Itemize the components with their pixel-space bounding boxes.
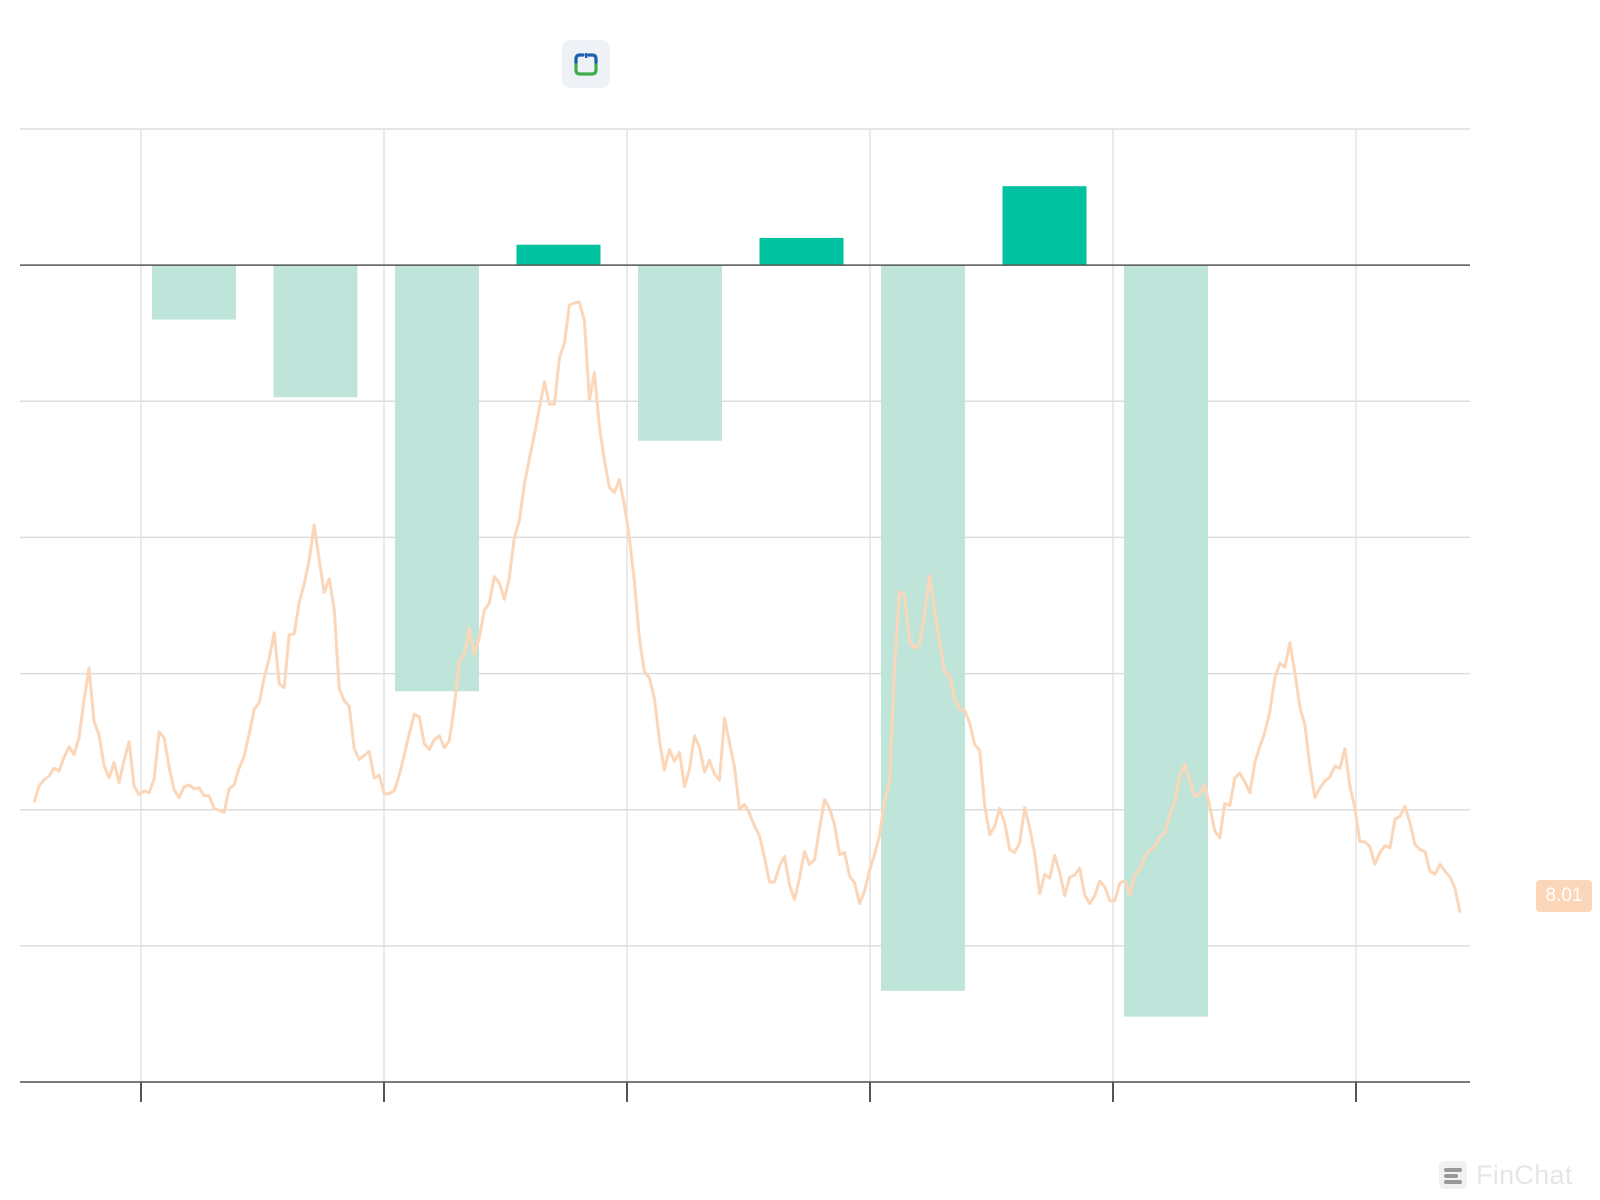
bar [1124,265,1208,1017]
bar-series [152,186,1208,1017]
finchat-watermark: FinChat [1438,1155,1573,1195]
x-axis-ticks [140,1082,1357,1102]
bar [395,265,479,692]
watermark-text: FinChat [1476,1159,1573,1190]
company-logo-tile [562,40,610,88]
gridlines [20,128,1470,1083]
bar [759,237,844,266]
bar [516,244,601,266]
line-series [32,300,1462,913]
bar [273,265,358,398]
company-logo-icon [574,53,598,76]
finchat-logo-icon [1439,1161,1467,1189]
last-value-badge: 8.01 [1536,880,1592,912]
bar [638,265,722,441]
bar [152,265,236,320]
bar [1002,186,1087,266]
